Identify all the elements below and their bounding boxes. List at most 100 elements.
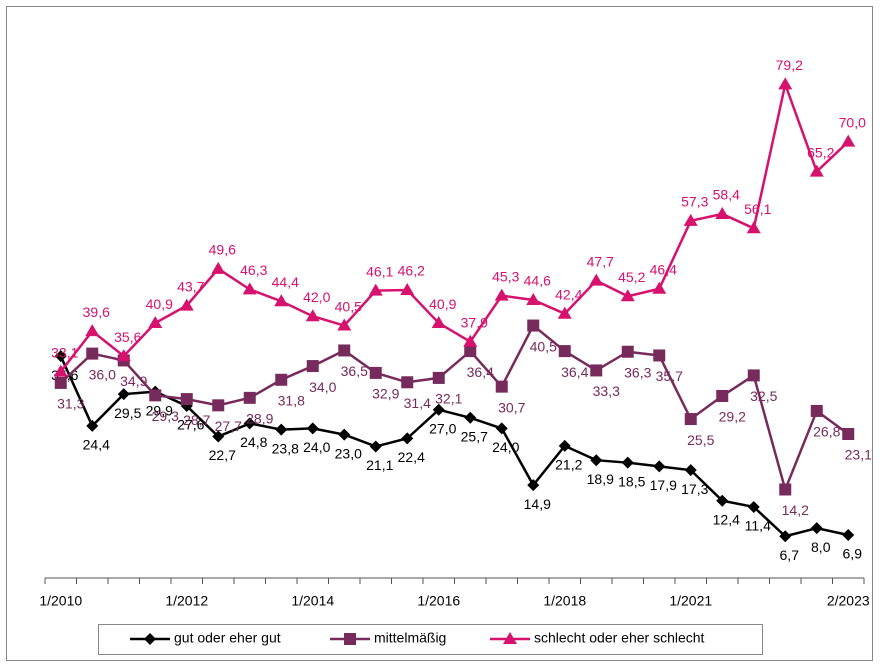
legend-box bbox=[98, 624, 763, 655]
data-label: 45,2 bbox=[618, 269, 645, 285]
series-marker bbox=[306, 422, 319, 435]
data-label: 22,4 bbox=[398, 449, 425, 465]
series-marker bbox=[179, 298, 194, 311]
data-label: 23,8 bbox=[272, 440, 299, 456]
series-marker bbox=[116, 349, 131, 362]
series-marker bbox=[779, 483, 792, 496]
data-label: 32,1 bbox=[435, 391, 462, 407]
series-marker bbox=[274, 294, 289, 307]
data-label: 21,1 bbox=[366, 457, 393, 473]
series-marker bbox=[54, 376, 67, 389]
data-label: 34,9 bbox=[120, 373, 147, 389]
series-marker bbox=[338, 344, 351, 357]
series-marker bbox=[716, 494, 729, 507]
series-marker bbox=[558, 345, 571, 358]
series-marker bbox=[243, 391, 256, 404]
data-label: 29,5 bbox=[114, 405, 141, 421]
series-marker bbox=[432, 403, 445, 416]
data-label: 46,2 bbox=[398, 263, 425, 279]
series-marker bbox=[778, 77, 793, 90]
legend-marker bbox=[344, 633, 356, 645]
data-label: 40,5 bbox=[335, 298, 362, 314]
series-marker bbox=[400, 283, 415, 296]
data-label: 18,9 bbox=[587, 471, 614, 487]
data-label: 43,7 bbox=[177, 278, 204, 294]
data-label: 44,4 bbox=[272, 274, 299, 290]
legend-label: gut oder eher gut bbox=[174, 630, 281, 646]
data-label: 25,7 bbox=[461, 429, 488, 445]
data-label: 27,0 bbox=[429, 420, 456, 436]
series-marker bbox=[779, 530, 792, 543]
data-label: 28,7 bbox=[183, 412, 210, 428]
series-marker bbox=[53, 364, 68, 377]
data-label: 23,0 bbox=[335, 445, 362, 461]
series-marker bbox=[495, 380, 508, 393]
series-marker bbox=[684, 464, 697, 477]
data-label: 14,9 bbox=[524, 496, 551, 512]
series-marker bbox=[463, 334, 478, 347]
data-label: 22,7 bbox=[209, 447, 236, 463]
series-marker bbox=[842, 528, 855, 541]
series-marker bbox=[621, 456, 634, 469]
series-marker bbox=[212, 430, 225, 443]
series-marker bbox=[212, 399, 225, 412]
data-label: 11,4 bbox=[745, 518, 771, 534]
series-marker bbox=[527, 479, 540, 492]
data-label: 32,9 bbox=[372, 386, 399, 402]
data-label: 26,8 bbox=[813, 424, 840, 440]
series-marker bbox=[86, 419, 99, 432]
data-label: 6,9 bbox=[843, 546, 863, 562]
data-label: 36,0 bbox=[89, 366, 116, 382]
data-label: 57,3 bbox=[681, 194, 708, 210]
data-label: 27,6 bbox=[177, 417, 204, 433]
x-tick-label: 1/2010 bbox=[39, 593, 82, 609]
data-label: 17,9 bbox=[650, 477, 677, 493]
series-marker bbox=[590, 454, 603, 467]
series-marker bbox=[809, 164, 824, 177]
series-marker bbox=[652, 281, 667, 294]
series-marker bbox=[338, 428, 351, 441]
data-label: 33,1 bbox=[51, 344, 78, 360]
data-label: 70,0 bbox=[839, 114, 866, 130]
series-marker bbox=[810, 404, 823, 417]
data-label: 36,5 bbox=[341, 363, 368, 379]
data-label: 29,3 bbox=[152, 408, 179, 424]
data-label: 45,3 bbox=[492, 268, 519, 284]
data-label: 40,5 bbox=[530, 338, 557, 354]
series-marker bbox=[369, 366, 382, 379]
series-marker bbox=[684, 413, 697, 426]
series-marker bbox=[149, 389, 162, 402]
series-marker bbox=[653, 460, 666, 473]
series-marker bbox=[464, 345, 477, 358]
data-label: 8,0 bbox=[811, 539, 831, 555]
series-marker bbox=[620, 289, 635, 302]
series-marker bbox=[526, 292, 541, 305]
series-marker bbox=[746, 221, 761, 234]
data-label: 46,1 bbox=[366, 263, 393, 279]
series-marker bbox=[557, 306, 572, 319]
data-label: 12,4 bbox=[713, 511, 740, 527]
data-label: 31,3 bbox=[57, 396, 84, 412]
series-marker bbox=[242, 282, 257, 295]
series-marker bbox=[841, 134, 856, 147]
series-marker bbox=[275, 423, 288, 436]
data-label: 36,4 bbox=[561, 364, 588, 380]
data-label: 33,3 bbox=[593, 383, 620, 399]
series-marker bbox=[842, 428, 855, 441]
data-label: 27,7 bbox=[215, 418, 242, 434]
x-tick-label: 1/2012 bbox=[165, 593, 208, 609]
data-label: 40,9 bbox=[146, 296, 173, 312]
data-label: 6,7 bbox=[780, 547, 800, 563]
series-marker bbox=[337, 318, 352, 331]
series-marker bbox=[715, 206, 730, 219]
series-marker bbox=[401, 432, 414, 445]
series-marker bbox=[86, 347, 99, 360]
data-label: 14,2 bbox=[782, 502, 809, 518]
data-label: 29,2 bbox=[719, 409, 746, 425]
data-label: 18,5 bbox=[618, 473, 645, 489]
data-label: 56,1 bbox=[744, 201, 771, 217]
legend-marker bbox=[144, 633, 156, 645]
series-marker bbox=[527, 319, 540, 332]
data-label: 40,9 bbox=[429, 296, 456, 312]
